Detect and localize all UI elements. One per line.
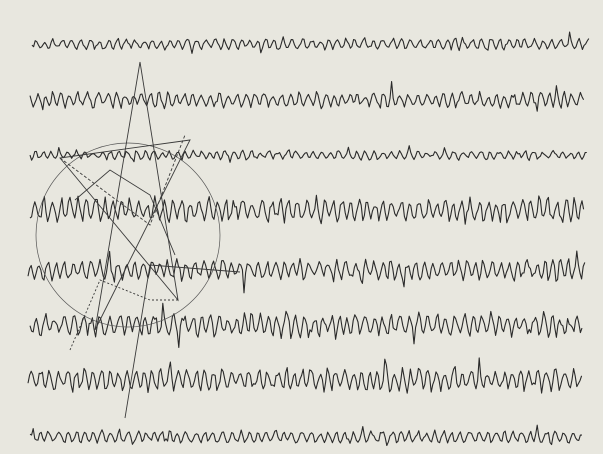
page: (() => { JSON.parse(document.getElementB… — [0, 0, 603, 454]
eeg-sheet — [0, 0, 603, 454]
paper — [0, 0, 603, 454]
